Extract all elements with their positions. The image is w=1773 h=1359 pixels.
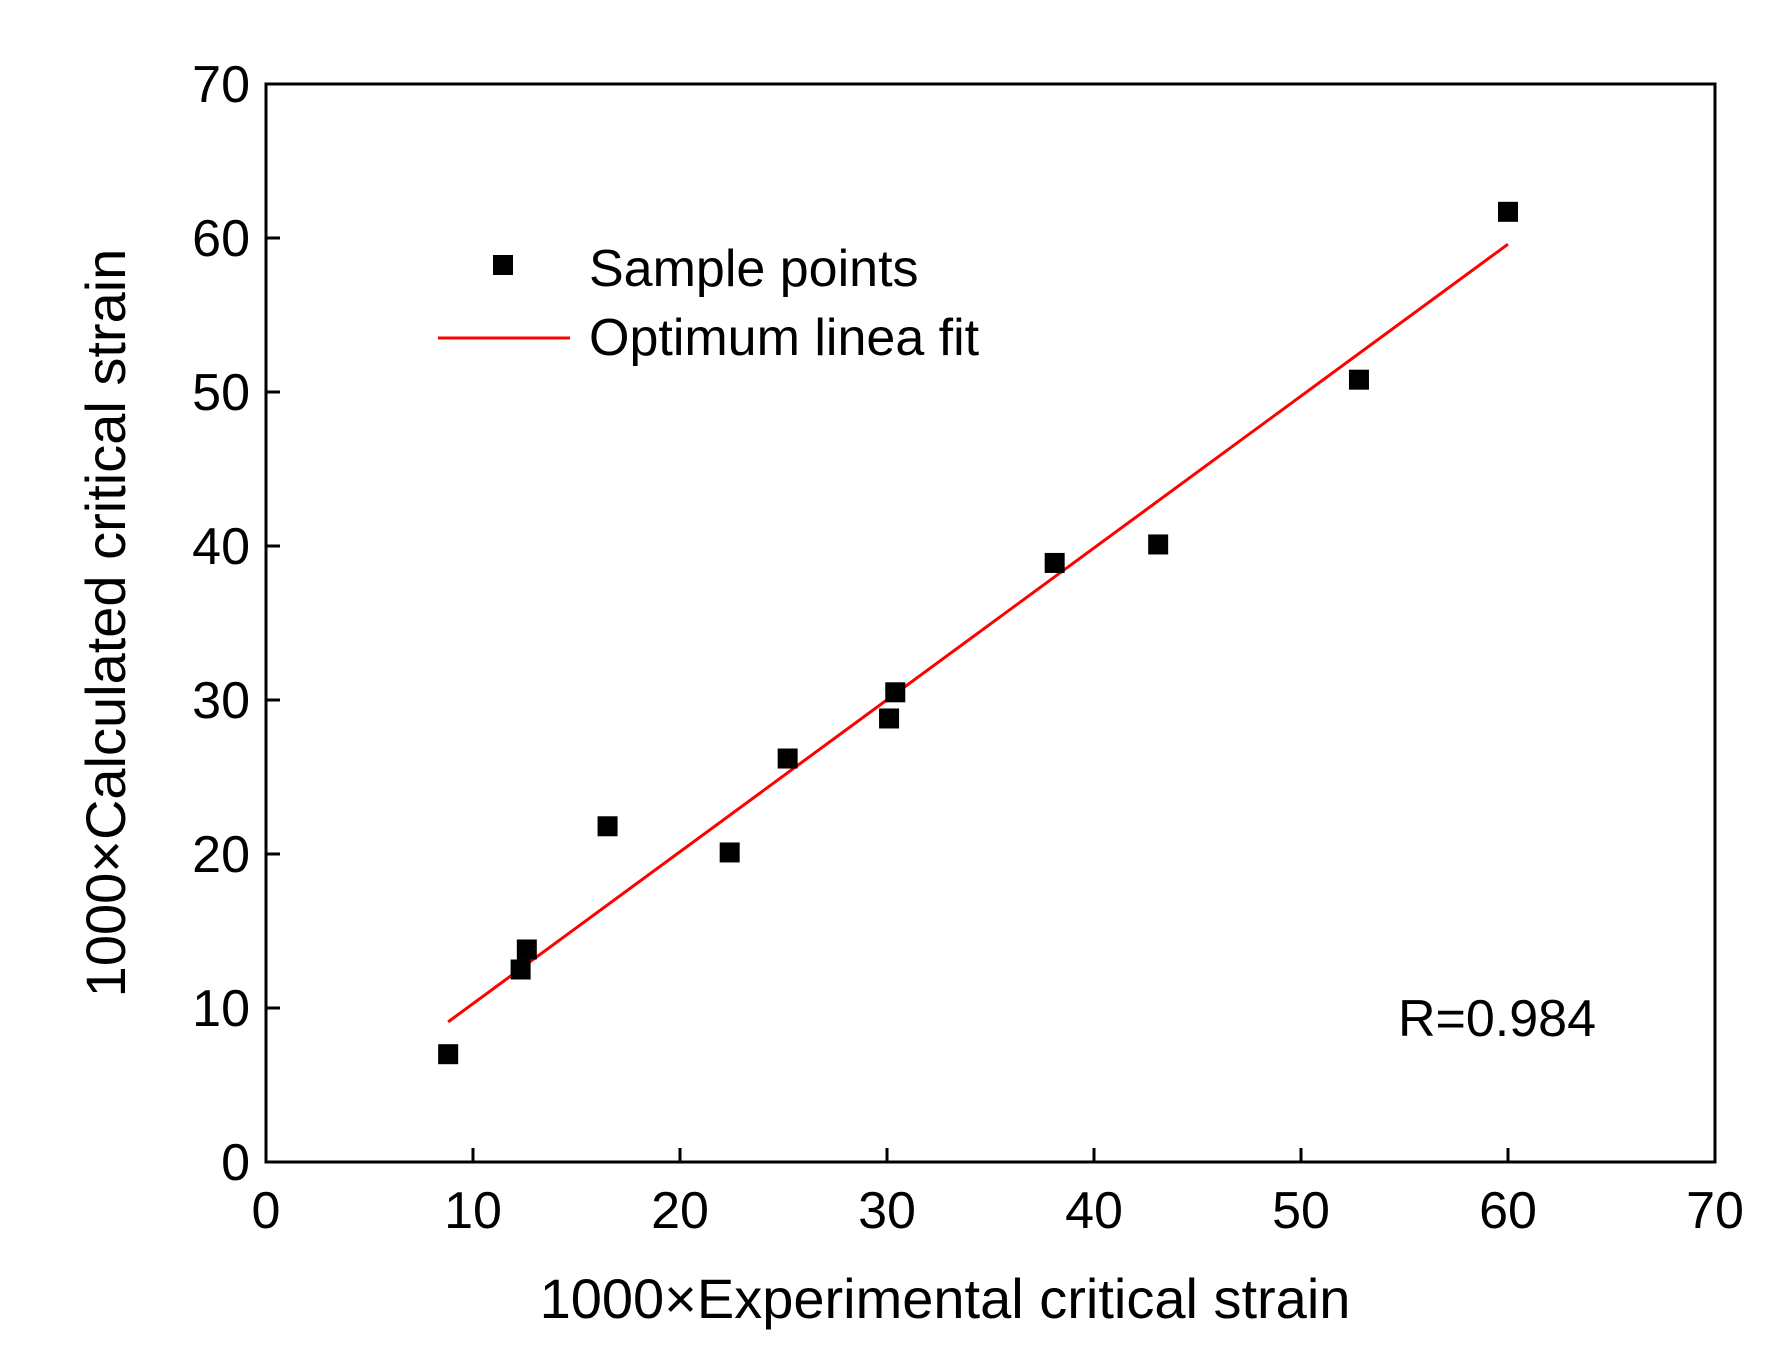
correlation-annotation: R=0.984 [1398,990,1596,1048]
sample-point-1 [438,1044,459,1065]
sample-point-4 [597,816,618,837]
legend-label-optimum-fit: Optimum linea fit [589,309,980,367]
y-tick-label-0: 0 [221,1134,250,1192]
sample-point-12 [1498,201,1518,222]
x-tick-label-10: 10 [444,1182,502,1240]
x-tick-label-0: 0 [252,1182,281,1240]
x-axis-tick-labels: 0 10 20 30 40 50 60 70 [252,1182,1744,1240]
fit-line-segment [447,242,1509,1024]
sample-points-layer [438,201,1518,1065]
legend-marker-sample-points [493,255,513,275]
y-tick-label-70: 70 [192,56,250,114]
plot-area-border [264,82,1717,1164]
sample-point-2 [510,959,531,980]
y-tick-label-10: 10 [192,980,250,1038]
x-tick-label-40: 40 [1065,1182,1123,1240]
x-axis-title: 1000×Experimental critical strain [540,1267,1351,1330]
x-tick-label-30: 30 [858,1182,916,1240]
y-tick-label-40: 40 [192,518,250,576]
sample-point-5 [719,842,740,863]
y-axis-title: 1000×Calculated critical strain [74,249,137,998]
sample-point-10 [1148,534,1169,555]
x-axis-ticks [264,1148,1717,1162]
y-tick-label-20: 20 [192,826,250,884]
x-tick-label-60: 60 [1479,1182,1537,1240]
sample-point-3 [516,939,537,960]
legend-label-sample-points: Sample points [589,240,919,298]
sample-point-8 [885,682,906,703]
x-tick-label-20: 20 [651,1182,709,1240]
sample-point-11 [1348,369,1369,390]
plot-frame [264,82,1717,1164]
sample-point-7 [879,708,900,729]
sample-point-6 [777,748,798,769]
legend: Sample points Optimum linea fit [438,240,980,367]
y-axis-ticks [266,82,280,1164]
y-axis-tick-labels: 0 10 20 30 40 50 60 70 [192,56,250,1192]
y-tick-label-50: 50 [192,364,250,422]
y-tick-label-60: 60 [192,210,250,268]
fit-line-layer [447,242,1509,1024]
sample-point-9 [1044,552,1065,573]
x-tick-label-70: 70 [1686,1182,1744,1240]
x-tick-label-50: 50 [1272,1182,1330,1240]
y-tick-label-30: 30 [192,672,250,730]
